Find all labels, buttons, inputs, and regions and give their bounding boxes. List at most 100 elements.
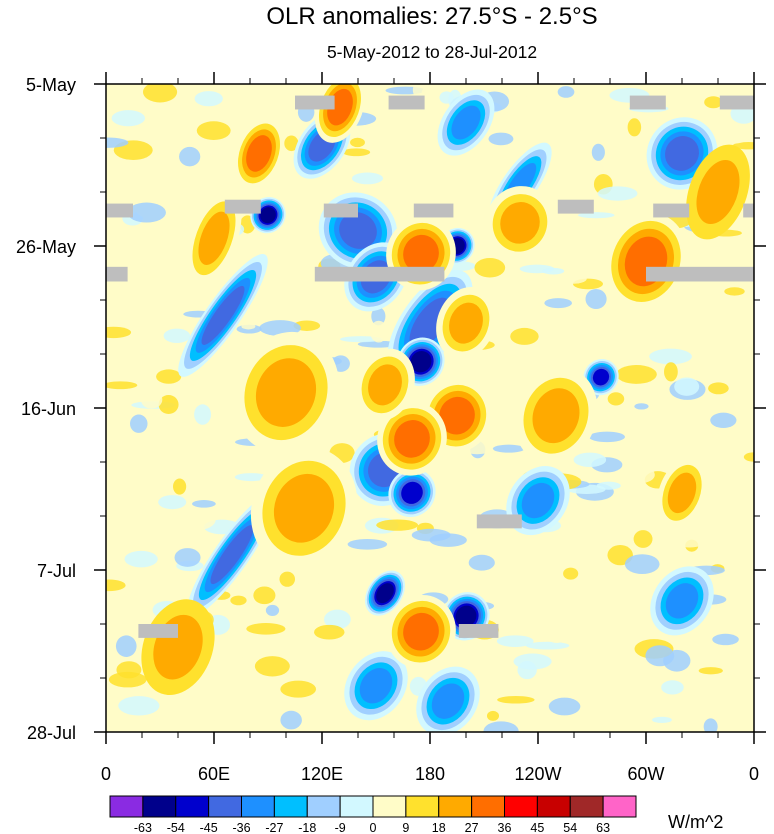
field-patch [253,586,276,605]
field-patch [234,473,268,482]
anomaly-contour [667,472,697,514]
field-patch [513,653,552,670]
field-patch [371,307,386,326]
missing-data-box [295,95,335,110]
field-patch [608,622,648,630]
anomaly-contour [410,351,432,373]
anomaly-feature [485,186,555,260]
colorbar: -63 -54 -45 -36 -27 -18 -9 0 9 18 27 36 45 54 63 [109,795,637,834]
anomaly-contour [592,368,610,386]
field-patch [172,478,187,495]
colorbar-units: W/m^2 [668,812,723,832]
anomaly-contour [403,234,439,273]
field-patch [145,240,158,249]
field-patch [483,721,519,732]
field-patch [429,159,449,179]
missing-data-box [138,624,178,638]
anomaly-feature [686,144,750,240]
colorbar-swatch [569,795,604,818]
field-patch [194,404,212,425]
anomaly-feature [388,468,436,518]
field-patch [370,320,388,343]
field-patch [118,696,160,716]
missing-data-box [476,514,522,529]
field-patch [724,287,745,296]
field-patch [703,718,718,732]
anomaly-contour [376,583,394,604]
anomaly-contour [339,212,377,249]
field-patch [530,544,566,554]
anomaly-contour [394,420,430,458]
anomaly-contour [401,481,423,504]
anomaly-feature [386,594,456,669]
anomaly-contour [255,358,317,427]
colorbar-swatch [536,795,571,818]
field-patch [142,84,178,103]
anomaly-contour [451,105,481,140]
missing-data-layer [106,95,754,638]
field-patch [667,527,712,548]
field-patch [577,212,615,219]
field-patch [708,126,753,144]
field-patch [704,96,723,109]
field-patch [194,91,223,107]
field-patch [351,172,384,185]
field-patch [698,667,723,675]
missing-data-box [458,624,499,638]
anomaly-contour [449,302,483,344]
field-patch [313,568,354,587]
field-patch [674,377,700,396]
field-patch [563,567,579,580]
x-tick-label: 120E [301,764,343,784]
field-patch [588,431,625,443]
colorbar-swatch [471,795,505,818]
plot-area [106,84,754,732]
field-patch [439,91,454,104]
missing-data-box [224,199,261,214]
colorbar-label: 63 [596,821,610,834]
anomaly-contour [532,388,580,444]
colorbar-swatch [208,795,242,818]
anomaly-feature [506,466,570,536]
field-patch [192,500,216,508]
field-patch [177,508,216,531]
field-patch [342,148,371,157]
anomaly-contour [246,135,272,172]
field-patch [123,481,144,496]
field-patch [591,143,605,161]
colorbar-swatch [504,795,538,818]
anomaly-contour [439,396,475,435]
field-patch [130,414,148,433]
field-patch [111,110,145,127]
chart-subtitle: 5-May-2012 to 28-Jul-2012 [327,42,537,62]
field-patch [544,298,572,309]
field-patch [490,658,513,668]
field-patch [212,708,243,725]
anomaly-feature [233,117,285,190]
missing-data-box [743,203,754,218]
colorbar-label: -54 [167,821,185,834]
field-patch [523,84,545,100]
colorbar-swatch [273,795,308,818]
field-patch [607,392,625,406]
field-patch [497,696,535,704]
colorbar-label: 54 [563,821,577,834]
x-tick-label: 60E [198,764,230,784]
field-patch [743,452,754,462]
field-patch [510,327,539,345]
y-tick-label: 16-Jun [21,399,76,419]
field-patch [376,519,419,531]
field-patch [158,395,179,415]
field-patch [488,132,514,146]
anomaly-feature [355,348,415,422]
field-patch [158,495,187,510]
anomaly-feature [364,570,406,616]
anomaly-contour [431,683,465,719]
anomaly-feature [186,191,242,286]
field-patch [468,554,495,571]
anomaly-feature [416,666,480,732]
colorbar-swatch [438,795,473,818]
field-patch [573,452,607,468]
anomaly-feature [344,651,408,721]
